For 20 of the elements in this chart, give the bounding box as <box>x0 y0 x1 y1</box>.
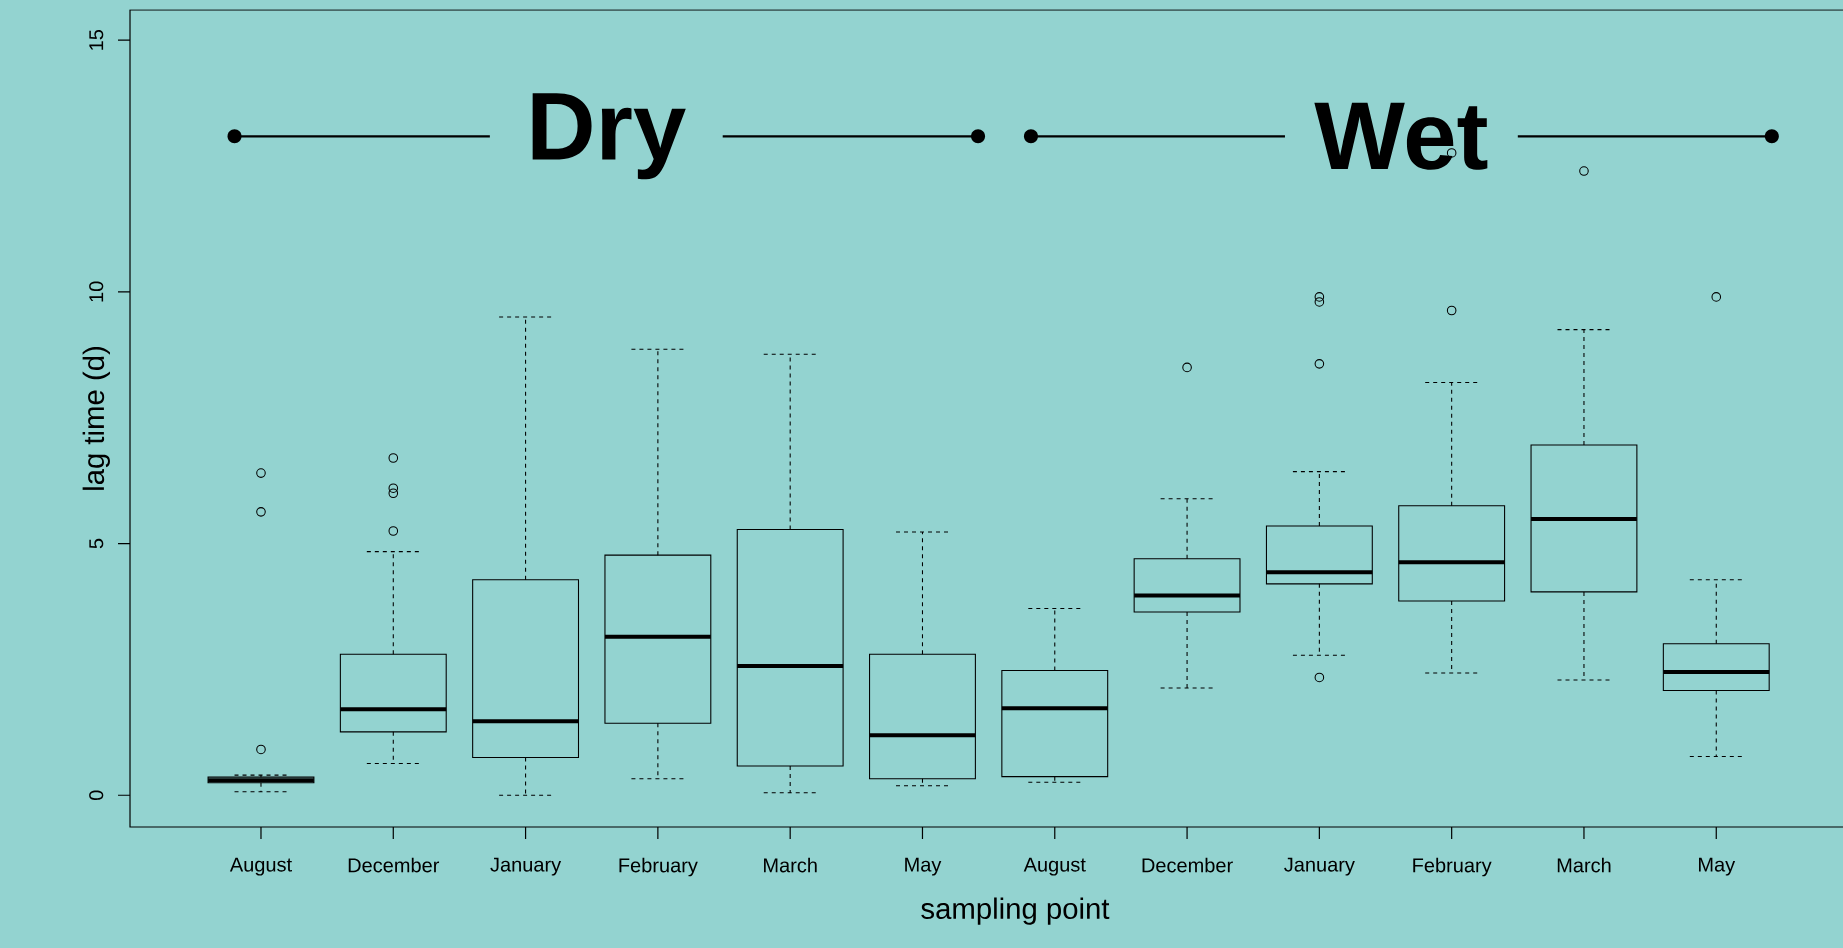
y-tick-label: 15 <box>89 29 104 50</box>
x-tick-label: May <box>1699 857 1736 876</box>
x-tick-label: February <box>619 857 698 877</box>
x-tick-label: May <box>905 857 942 876</box>
x-tick-label: March <box>1557 857 1611 873</box>
annotation: Wet <box>1314 102 1488 170</box>
x-tick-label: January <box>490 857 562 876</box>
x-tick-label: August <box>1023 857 1086 876</box>
x-tick-label: August <box>229 857 292 876</box>
annotation: Dry <box>532 93 686 180</box>
y-tick-label: 0 <box>89 790 104 801</box>
x-tick-label: December <box>348 857 440 873</box>
y-axis-title: lag time (d) <box>82 347 110 490</box>
y-tick-label: 10 <box>89 281 104 302</box>
x-tick-label: December <box>1142 857 1233 873</box>
y-tick-label: 5 <box>89 538 104 549</box>
x-tick-label: March <box>764 857 817 873</box>
x-axis-title: sampling point <box>921 897 1110 925</box>
x-tick-label: February <box>1413 857 1492 877</box>
x-tick-label: January <box>1284 857 1355 876</box>
